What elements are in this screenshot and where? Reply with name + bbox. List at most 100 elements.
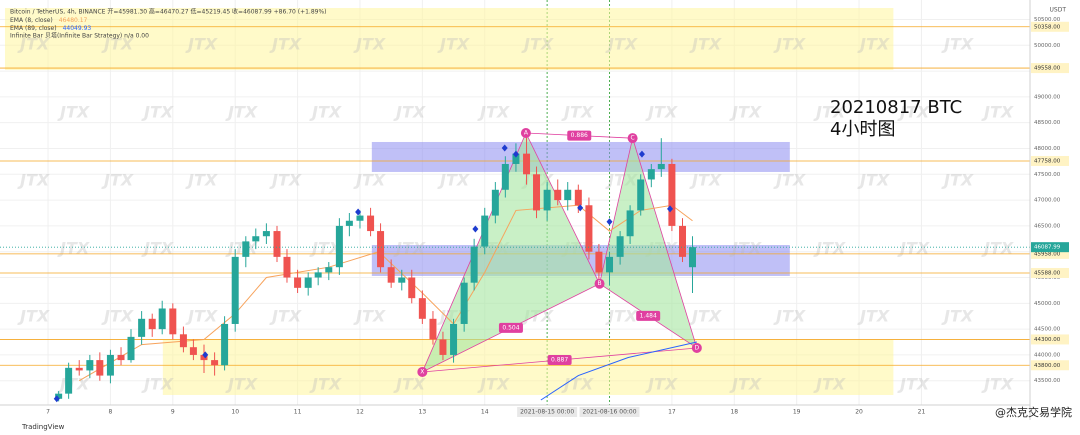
signal-marker [501, 144, 508, 152]
x-tick-label: 10 [231, 409, 239, 416]
pattern-point-label: X [420, 368, 424, 375]
price-line-label: 45958.00 [1034, 251, 1061, 257]
watermark: JTX [17, 171, 50, 190]
candle-body [211, 360, 219, 366]
watermark: JTX [309, 103, 342, 122]
watermark: JTX [101, 307, 134, 326]
candle-body [501, 163, 509, 190]
credit: @杰克交易学院 [995, 405, 1072, 419]
signal-marker [512, 150, 519, 158]
candle-body [564, 189, 572, 201]
price-label-bg [1031, 334, 1069, 345]
legend-entry: EMA (8, close) 46480.17 [10, 17, 88, 24]
watermark: JTX [57, 239, 90, 258]
watermark: JTX [393, 239, 426, 258]
zone [371, 141, 790, 172]
y-tick-label: 46500.00 [1034, 223, 1061, 229]
legend-entry: EMA (89, close) 44049.93 [10, 25, 91, 32]
candle-body [574, 189, 582, 206]
candle-body [242, 241, 250, 257]
candle-body [418, 298, 426, 319]
candle-body [657, 163, 665, 170]
candle-body [273, 231, 281, 257]
watermark: JTX [773, 171, 806, 190]
legend-value: 46480.17 [59, 17, 88, 24]
candle-body [450, 323, 458, 355]
signal-marker [53, 395, 60, 403]
watermark: JTX [561, 103, 594, 122]
candle-body [460, 282, 468, 324]
watermark: JTX [141, 375, 174, 394]
watermark: JTX [981, 103, 1014, 122]
crosshair-label-bg [579, 407, 640, 417]
candle-body [106, 354, 114, 376]
x-tick-label: 11 [294, 409, 302, 416]
watermark: JTX [437, 171, 470, 190]
crosshair-label-bg [517, 407, 578, 417]
pattern-point-label: C [630, 135, 634, 142]
watermark: JTX [477, 103, 510, 122]
watermark: JTX [141, 239, 174, 258]
signal-marker [606, 218, 613, 226]
watermark: JTX [477, 375, 510, 394]
watermark: JTX [689, 307, 722, 326]
ratio-bg [498, 322, 523, 333]
candle-body [387, 267, 395, 283]
ratio-label: 0.887 [551, 356, 568, 363]
zone [162, 339, 894, 395]
candle-body [439, 339, 447, 355]
watermark: JTX [185, 35, 218, 54]
price-line-label: 44300.00 [1034, 337, 1061, 343]
x-tick-label: 8 [109, 409, 113, 416]
pattern-point [520, 128, 531, 139]
y-tick-label: 43500.00 [1034, 378, 1061, 384]
candle-body [626, 210, 634, 237]
watermark: JTX [773, 307, 806, 326]
candle-body [189, 347, 197, 355]
price-line-label: 47758.00 [1034, 158, 1061, 164]
candle-body [262, 231, 270, 237]
watermark: JTX [185, 171, 218, 190]
price-line-label: 49558.00 [1034, 66, 1061, 72]
watermark: JTX [645, 103, 678, 122]
pattern-point-label: D [695, 344, 700, 351]
candle-body [179, 334, 187, 348]
price-label-bg [1031, 63, 1069, 74]
pattern-point [691, 342, 702, 353]
signal-marker [667, 205, 674, 213]
current-price-label: 46087.99 [1034, 245, 1061, 251]
watermark: JTX [689, 35, 722, 54]
candle-body [616, 236, 624, 257]
x-tick-label: 14 [481, 409, 489, 416]
watermark: JTX [393, 103, 426, 122]
x-tick-label: 19 [793, 409, 801, 416]
pattern-point [417, 366, 428, 377]
candle-body [606, 256, 614, 273]
watermark: JTX [941, 171, 974, 190]
candle-body [595, 251, 603, 273]
y-tick-label: 45500.00 [1034, 275, 1061, 281]
pattern-line [632, 138, 698, 349]
price-label-bg [1031, 248, 1069, 259]
candle-body [325, 267, 333, 273]
x-tick-label: 7 [46, 409, 50, 416]
candle-body [637, 179, 645, 211]
watermark: JTX [185, 307, 218, 326]
x-tick-label: 18 [730, 409, 738, 416]
candle-body [200, 354, 208, 361]
candle-body [523, 153, 531, 175]
watermark: JTX [813, 375, 846, 394]
x-tick-label: 17 [668, 409, 676, 416]
candle-body [356, 215, 364, 221]
y-tick-label: 44000.00 [1034, 352, 1061, 358]
candle-body [679, 225, 687, 257]
watermark: JTX [353, 307, 386, 326]
y-tick-label: 44500.00 [1034, 327, 1061, 333]
watermark: JTX [269, 171, 302, 190]
signal-marker [577, 204, 584, 212]
y-tick-label: 45000.00 [1034, 301, 1061, 307]
watermark: JTX [225, 103, 258, 122]
candle-body [554, 189, 562, 201]
ema-line [540, 341, 697, 401]
pattern-point [627, 133, 638, 144]
